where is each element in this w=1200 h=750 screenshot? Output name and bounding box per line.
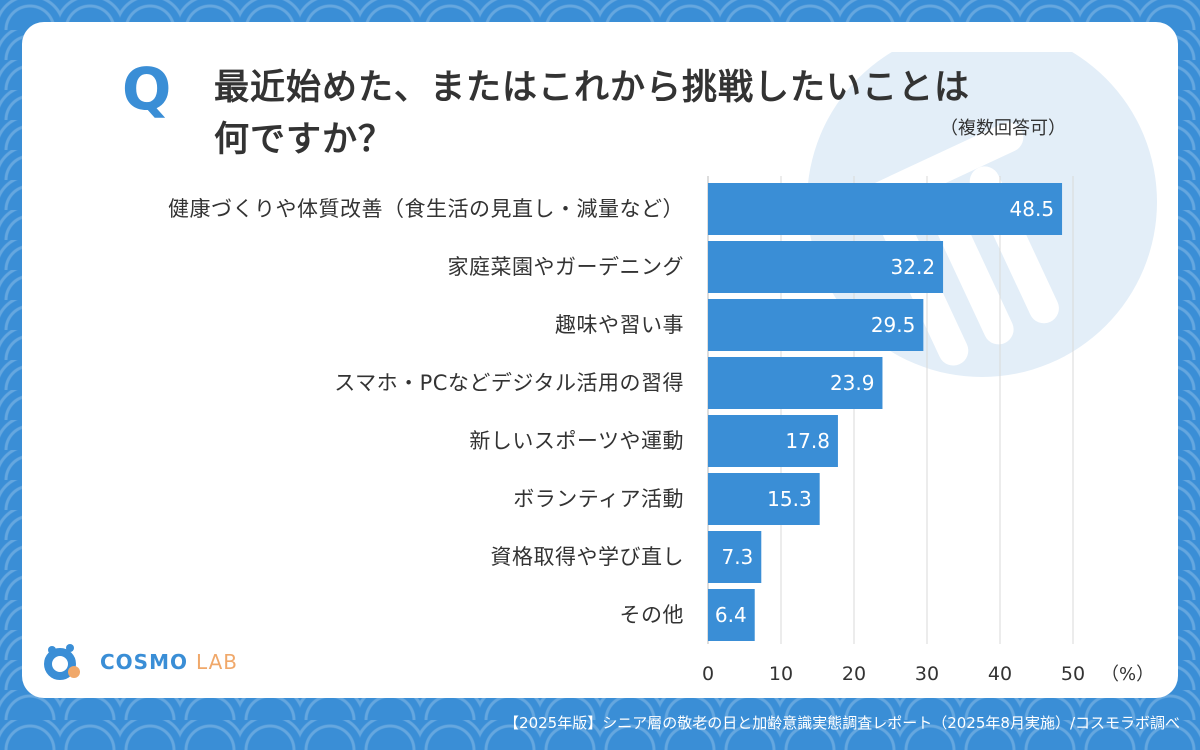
category-label: 家庭菜園やガーデニング — [447, 255, 684, 279]
question-title-line1: 最近始めた、またはこれから挑戦したいことは — [214, 68, 971, 108]
x-tick-label: 20 — [842, 663, 866, 685]
category-label: ボランティア活動 — [513, 487, 684, 511]
x-unit-label: （%） — [1101, 664, 1154, 685]
category-label: 健康づくりや体質改善（食生活の見直し・減量など） — [168, 197, 684, 221]
x-tick-label: 30 — [915, 663, 939, 685]
category-label: 資格取得や学び直し — [490, 545, 684, 569]
bar-value-label: 23.9 — [830, 371, 875, 395]
category-label: スマホ・PCなどデジタル活用の習得 — [334, 371, 684, 395]
x-tick-label: 10 — [769, 663, 793, 685]
chart-card: Q 最近始めた、またはこれから挑戦したいことは 何ですか？ （複数回答可） 健康… — [22, 22, 1178, 698]
cosmo-lab-logo: COSMO LAB — [44, 642, 244, 682]
question-mark-label: Q — [122, 55, 172, 123]
bar-value-label: 29.5 — [871, 313, 916, 337]
question-title-line2: 何ですか？ — [214, 120, 395, 160]
bar-value-label: 17.8 — [785, 429, 830, 453]
logo-text-cosmo: COSMO — [100, 650, 188, 674]
category-label: 趣味や習い事 — [555, 313, 684, 337]
bar-chart: 0 10 20 30 40 50 （%） 48.5 32.2 29.5 23.9 17.8 15.3 7.… — [702, 176, 1154, 685]
bar-value-label: 6.4 — [715, 603, 747, 627]
bar — [708, 415, 838, 467]
bar — [708, 357, 883, 409]
logo-mark-icon — [44, 644, 80, 680]
bar-value-label: 48.5 — [1010, 197, 1055, 221]
bar — [708, 589, 755, 641]
bar-value-label: 7.3 — [721, 545, 753, 569]
x-tick-label: 50 — [1061, 663, 1085, 685]
bar-value-label: 32.2 — [891, 255, 936, 279]
logo-text-lab: LAB — [195, 650, 238, 674]
bar-value-label: 15.3 — [767, 487, 812, 511]
bar — [708, 299, 924, 351]
category-label: その他 — [619, 603, 684, 627]
bar — [708, 241, 944, 293]
x-tick-label: 0 — [702, 663, 714, 685]
x-tick-label: 40 — [988, 663, 1012, 685]
question-title: 最近始めた、またはこれから挑戦したいことは 何ですか？ — [214, 62, 1094, 166]
footer-source: 【2025年版】シニア層の敬老の日と加齢意識実態調査レポート（2025年8月実施… — [504, 714, 1180, 732]
category-label: 新しいスポーツや運動 — [469, 429, 684, 453]
bar — [708, 183, 1063, 235]
multiple-answer-note: （複数回答可） — [940, 118, 1066, 139]
bar — [708, 473, 820, 525]
logo-text: COSMO LAB — [100, 650, 238, 674]
bar — [708, 531, 762, 583]
